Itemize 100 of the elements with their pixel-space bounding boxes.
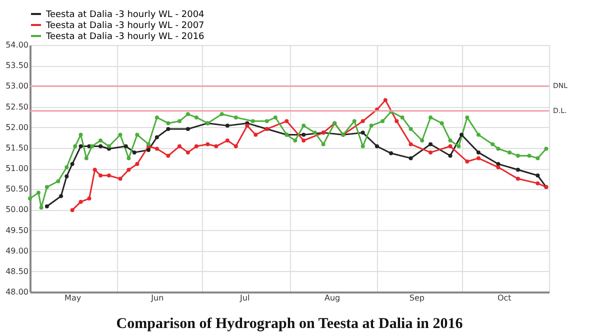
y-tick-label: 51.50 xyxy=(6,143,28,152)
y-tick-label: 50.00 xyxy=(6,205,28,214)
point xyxy=(78,200,83,204)
point xyxy=(369,124,374,128)
point xyxy=(154,115,159,120)
y-tick-label: 53.00 xyxy=(6,82,28,91)
point xyxy=(394,119,399,124)
point xyxy=(135,162,140,166)
y-tick-label: 49.00 xyxy=(6,246,28,256)
point xyxy=(166,126,170,131)
text: Comparison of Hydrograph on Teesta at Dalia in 2016 xyxy=(116,316,464,332)
point xyxy=(126,168,131,172)
point xyxy=(44,185,49,190)
point xyxy=(374,144,379,148)
point xyxy=(225,138,230,143)
point xyxy=(302,138,306,143)
point xyxy=(516,176,520,181)
point xyxy=(516,154,520,158)
point xyxy=(186,112,190,116)
point xyxy=(352,119,356,124)
point xyxy=(186,126,190,131)
point xyxy=(59,194,64,198)
point xyxy=(536,181,540,186)
point xyxy=(250,119,255,124)
point xyxy=(508,150,512,154)
point xyxy=(440,121,444,126)
point xyxy=(245,124,250,128)
point xyxy=(234,144,238,148)
point xyxy=(465,160,470,164)
point xyxy=(476,132,480,137)
point xyxy=(56,179,60,184)
point xyxy=(264,119,269,124)
x-tick-label: Jul xyxy=(239,294,250,302)
point xyxy=(456,144,461,148)
point xyxy=(146,148,150,152)
point xyxy=(64,165,69,170)
y-tick-label: 51.00 xyxy=(6,164,28,173)
point xyxy=(126,156,131,160)
point xyxy=(106,174,111,178)
point xyxy=(383,98,388,102)
point xyxy=(98,144,103,148)
point xyxy=(273,115,278,120)
point xyxy=(92,168,97,172)
point xyxy=(408,142,413,146)
point xyxy=(420,138,424,143)
point xyxy=(380,119,385,124)
x-tick-label: Aug xyxy=(324,294,340,302)
point xyxy=(448,138,452,143)
point xyxy=(428,150,433,154)
point xyxy=(225,124,230,128)
point xyxy=(194,115,198,120)
point xyxy=(254,132,258,137)
y-tick-label: 48.50 xyxy=(6,266,28,276)
point xyxy=(448,154,452,158)
point xyxy=(302,124,306,128)
point xyxy=(154,135,159,140)
point xyxy=(70,208,74,212)
point xyxy=(389,151,394,156)
point xyxy=(284,119,289,124)
point xyxy=(214,144,218,148)
point xyxy=(536,174,540,178)
point xyxy=(118,176,122,181)
point xyxy=(408,126,413,131)
point xyxy=(536,156,540,160)
point xyxy=(64,174,69,178)
point xyxy=(39,206,44,210)
legend-label: Teesta at Dalia -3 hourly WL - 2007 xyxy=(45,21,204,31)
point xyxy=(544,146,548,151)
point xyxy=(135,132,140,137)
x-tick-label: Oct xyxy=(497,294,512,302)
point xyxy=(496,162,500,166)
y-tick-label: 54.00 xyxy=(6,40,28,50)
point xyxy=(206,142,210,146)
point xyxy=(360,144,365,148)
point xyxy=(78,144,83,148)
point xyxy=(428,142,433,146)
point xyxy=(106,144,111,148)
point xyxy=(428,115,433,120)
y-tick-label: 50.50 xyxy=(6,184,28,194)
point xyxy=(124,144,128,148)
point xyxy=(98,138,103,143)
legend-label: Teesta at Dalia -3 hourly WL - 2016 xyxy=(45,32,205,42)
point xyxy=(408,156,413,160)
point xyxy=(177,144,182,148)
point xyxy=(476,156,480,160)
point xyxy=(90,144,94,148)
point xyxy=(186,150,190,154)
point xyxy=(194,144,198,148)
point xyxy=(70,162,74,166)
x-tick-label: Jun xyxy=(150,294,164,302)
point xyxy=(154,146,159,151)
point xyxy=(28,196,32,201)
point xyxy=(78,132,83,137)
x-tick-label: May xyxy=(64,294,82,302)
y-tick-label: 52.50 xyxy=(6,102,28,112)
point xyxy=(44,204,49,208)
legend-label: Teesta at Dalia -3 hourly WL - 2004 xyxy=(45,10,205,20)
point xyxy=(36,190,40,195)
point xyxy=(465,115,470,120)
y-tick-label: 53.50 xyxy=(6,61,28,70)
